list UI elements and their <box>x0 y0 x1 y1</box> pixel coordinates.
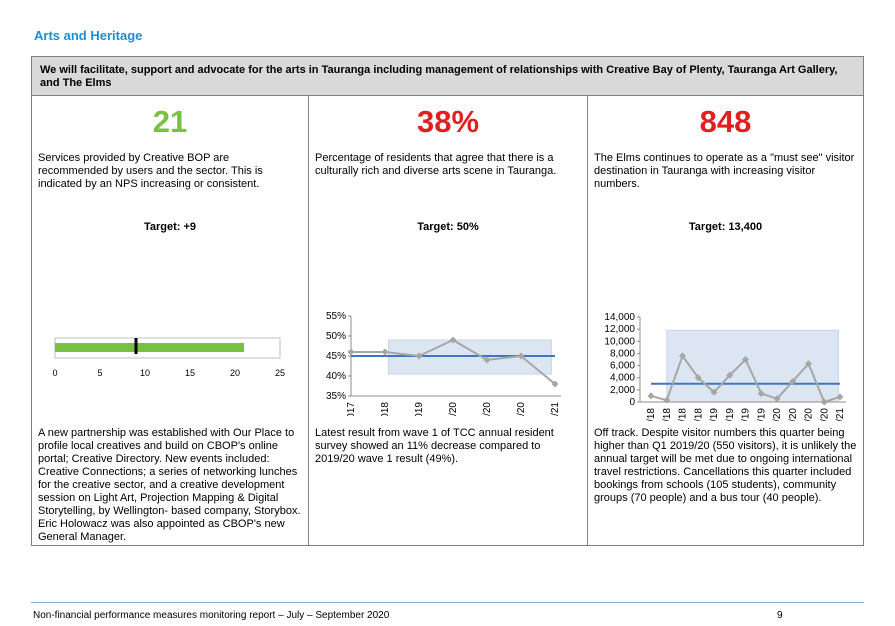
objective-header: We will facilitate, support and advocate… <box>32 57 863 96</box>
y-tick-label: 50% <box>326 331 346 342</box>
x-tick-label: Q2 17/18 <box>662 408 673 421</box>
data-point <box>381 348 389 356</box>
x-tick-label: Q2 19/20 <box>788 408 799 421</box>
y-tick-label: 0 <box>629 397 635 408</box>
y-tick-label: 4,000 <box>610 373 635 384</box>
nps-bullet-chart: 0 5 10 15 20 25 <box>52 337 285 376</box>
measure-description: The Elms continues to operate as a "must… <box>594 152 855 190</box>
x-tick-label: Q1 17/18 <box>646 408 657 421</box>
x-tick-label: Q4 19/20 <box>819 408 830 421</box>
data-point <box>789 377 797 385</box>
result-value: 848 <box>699 104 752 139</box>
x-tick-label: 0 <box>52 368 57 376</box>
y-tick-label: 12,000 <box>604 324 635 335</box>
data-point <box>805 360 812 368</box>
residents-line-chart: 35% 40% 45% 50% 55% 2017 2018 2019 W1 19/20 W2 19… <box>326 311 561 416</box>
result-bar <box>55 343 244 352</box>
x-tick-label: 20 <box>230 368 240 376</box>
footer-text: Non-financial performance measures monit… <box>33 610 390 621</box>
y-tick-label: 6,000 <box>610 361 635 372</box>
x-tick-label: Q4 18/19 <box>756 408 767 421</box>
y-tick-label: 40% <box>326 371 346 382</box>
data-point <box>483 356 491 364</box>
data-point <box>663 396 671 404</box>
target-band <box>666 329 839 403</box>
data-point <box>742 356 749 363</box>
target-label: Target: 13,400 <box>688 221 763 233</box>
measure-description: Percentage of residents that agree that … <box>315 152 557 177</box>
data-point <box>726 371 734 379</box>
x-tick-label: 2018 <box>380 402 391 416</box>
section-title: Arts and Heritage <box>34 28 143 43</box>
x-tick-label: 5 <box>97 368 102 376</box>
y-tick-label: 35% <box>326 391 346 402</box>
commentary-text: Off track. Despite visitor numbers this … <box>594 427 857 504</box>
target-marker <box>134 338 138 354</box>
data-point <box>773 395 781 403</box>
x-tick-label: Q2 18/19 <box>725 408 736 421</box>
data-point <box>551 380 559 388</box>
data-point <box>449 336 457 344</box>
x-tick-label: W1 19/20 <box>448 402 459 416</box>
target-label: Target: 50% <box>417 221 479 233</box>
y-tick-label: 14,000 <box>604 312 635 323</box>
x-tick-label: W1 20/21 <box>550 402 561 416</box>
measure-description: Services provided by Creative BOP are re… <box>38 152 263 190</box>
x-tick-label: Q3 17/18 <box>678 408 689 421</box>
commentary-text: Latest result from wave 1 of TCC annual … <box>315 427 554 465</box>
x-tick-label: 15 <box>185 368 195 376</box>
data-point <box>679 352 686 360</box>
data-point <box>415 352 423 360</box>
data-point <box>647 392 655 400</box>
x-tick-label: W2 19/20 <box>482 402 493 416</box>
commentary-text: A new partnership was established with O… <box>38 427 301 543</box>
result-value: 21 <box>152 104 188 139</box>
result-value: 38% <box>416 104 480 139</box>
x-tick-label: W3 19/20 <box>516 402 527 416</box>
y-tick-label: 45% <box>326 351 346 362</box>
x-tick-label: Q1 20/21 <box>835 408 846 421</box>
page-number: 9 <box>777 610 783 621</box>
x-tick-label: Q1 19/20 <box>772 408 783 421</box>
target-label: Target: +9 <box>143 221 197 233</box>
measures-table: We will facilitate, support and advocate… <box>31 56 864 546</box>
data-point <box>517 352 525 360</box>
measure-column-1: 21 Services provided by Creative BOP are… <box>32 96 309 545</box>
y-tick-label: 10,000 <box>604 336 635 347</box>
data-point <box>836 393 844 401</box>
x-tick-label: Q3 18/19 <box>741 408 752 421</box>
footer-divider <box>31 602 864 603</box>
y-tick-label: 8,000 <box>610 348 635 359</box>
x-tick-label: Q1 18/19 <box>709 408 720 421</box>
data-point <box>694 374 702 382</box>
data-point <box>820 398 828 406</box>
data-point <box>757 390 765 397</box>
y-tick-label: 2,000 <box>610 385 635 396</box>
x-tick-label: 2019 <box>414 402 425 416</box>
x-tick-label: 2017 <box>346 402 357 416</box>
x-tick-label: 10 <box>140 368 150 376</box>
measure-column-2: 38% Percentage of residents that agree t… <box>309 96 588 545</box>
measure-column-3: 848 The Elms continues to operate as a "… <box>588 96 863 545</box>
data-point <box>710 388 718 396</box>
x-tick-label: Q3 19/20 <box>804 408 815 421</box>
x-tick-label: Q4 17/18 <box>693 408 704 421</box>
x-tick-label: 25 <box>275 368 285 376</box>
data-point <box>347 348 355 356</box>
y-tick-label: 55% <box>326 311 346 322</box>
